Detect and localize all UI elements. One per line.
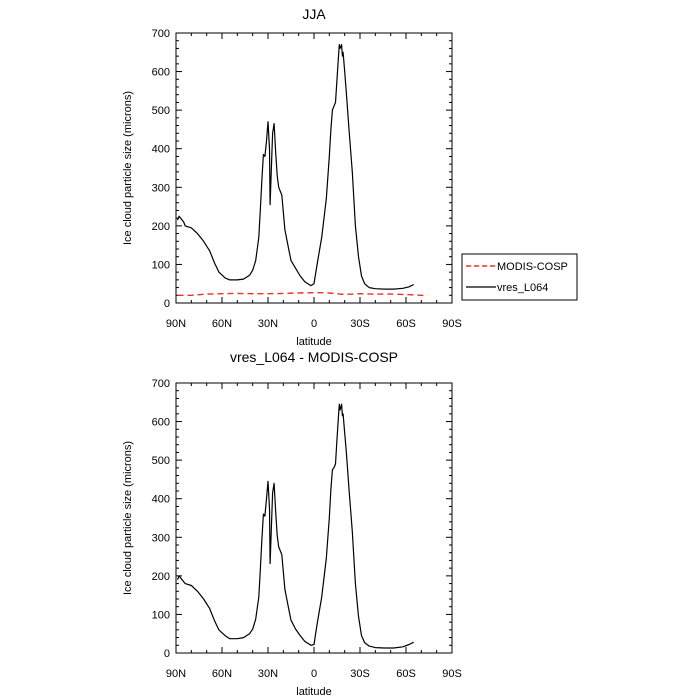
y-tick-label: 600	[152, 67, 170, 79]
y-tick-label: 500	[152, 105, 170, 117]
y-tick-label: 0	[164, 648, 170, 660]
plot-frame	[175, 382, 453, 654]
legend-label-modis: MODIS-COSP	[497, 261, 568, 273]
plot-area	[176, 44, 428, 296]
y-tick-label: 700	[152, 28, 170, 40]
y-tick-label: 0	[164, 298, 170, 310]
y-axis-label: Ice cloud particle size (microns)	[122, 441, 134, 595]
x-axis-label: latitude	[296, 336, 331, 348]
legend-label-vres: vres_L064	[497, 282, 548, 294]
chart-title: vres_L064 - MODIS-COSP	[230, 349, 398, 365]
y-tick-label: 700	[152, 378, 170, 390]
series-line-vres-l064	[176, 44, 414, 290]
x-tick-label: 90N	[166, 668, 186, 680]
panel-top: JJA Ice cloud particle size (microns) la…	[122, 6, 462, 348]
x-tick-label: 90S	[442, 318, 462, 330]
axis-ticks: 0 100 200 300 400 500 600 700 90N 60N 30N 0 30S 60S 90…	[152, 28, 462, 330]
y-tick-label: 300	[152, 532, 170, 544]
y-axis-label: Ice cloud particle size (microns)	[122, 91, 134, 245]
x-tick-label: 60S	[396, 668, 416, 680]
x-tick-label: 60N	[212, 318, 232, 330]
y-tick-label: 300	[152, 182, 170, 194]
series-line-difference	[176, 403, 414, 649]
y-tick-label: 400	[152, 144, 170, 156]
axis-ticks: 0 100 200 300 400 500 600 700 90N 60N 30N 0 30S 60S 90…	[152, 378, 462, 680]
y-tick-label: 600	[152, 417, 170, 429]
y-tick-label: 500	[152, 455, 170, 467]
x-tick-label: 30N	[258, 668, 278, 680]
plot-area	[176, 403, 414, 649]
legend: MODIS-COSP vres_L064	[461, 253, 578, 301]
x-tick-label: 90S	[442, 668, 462, 680]
series-line-modis-cosp	[177, 291, 428, 296]
x-tick-label: 30S	[350, 668, 370, 680]
y-tick-label: 200	[152, 571, 170, 583]
y-tick-label: 100	[152, 259, 170, 271]
x-axis-label: latitude	[296, 686, 331, 698]
x-tick-label: 0	[311, 318, 317, 330]
x-tick-label: 0	[311, 668, 317, 680]
x-tick-label: 30N	[258, 318, 278, 330]
x-tick-label: 60S	[396, 318, 416, 330]
y-tick-label: 200	[152, 221, 170, 233]
chart-title: JJA	[302, 6, 326, 22]
x-tick-label: 90N	[166, 318, 186, 330]
legend-box	[461, 253, 578, 301]
x-tick-label: 30S	[350, 318, 370, 330]
x-tick-label: 60N	[212, 668, 232, 680]
y-tick-label: 100	[152, 609, 170, 621]
panel-bottom: vres_L064 - MODIS-COSP Ice cloud particl…	[122, 349, 462, 698]
y-tick-label: 400	[152, 494, 170, 506]
plot-frame	[175, 32, 453, 304]
